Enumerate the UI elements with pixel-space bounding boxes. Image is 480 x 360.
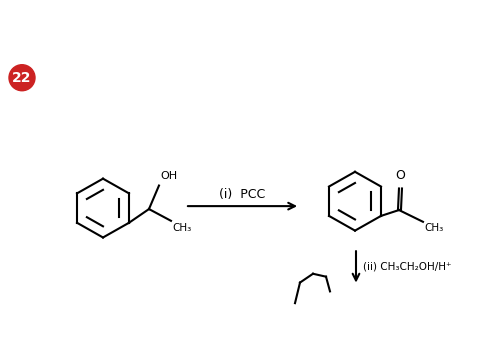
Text: OH: OH	[160, 171, 177, 181]
Text: 83%: 83%	[450, 10, 466, 16]
Text: CH₃: CH₃	[424, 223, 443, 233]
Text: CHEMISTRY: CHEMISTRY	[206, 6, 274, 19]
Ellipse shape	[9, 65, 35, 91]
Text: O: O	[395, 168, 405, 181]
Text: (ii) CH₃CH₂OH/H⁺: (ii) CH₃CH₂OH/H⁺	[363, 262, 452, 272]
Text: CH₃: CH₃	[172, 223, 191, 233]
Text: (i)  PCC: (i) PCC	[219, 188, 265, 201]
Text: 22: 22	[12, 71, 32, 85]
Text: 3:28 AM  Wed 8 Sep: 3:28 AM Wed 8 Sep	[10, 10, 80, 16]
